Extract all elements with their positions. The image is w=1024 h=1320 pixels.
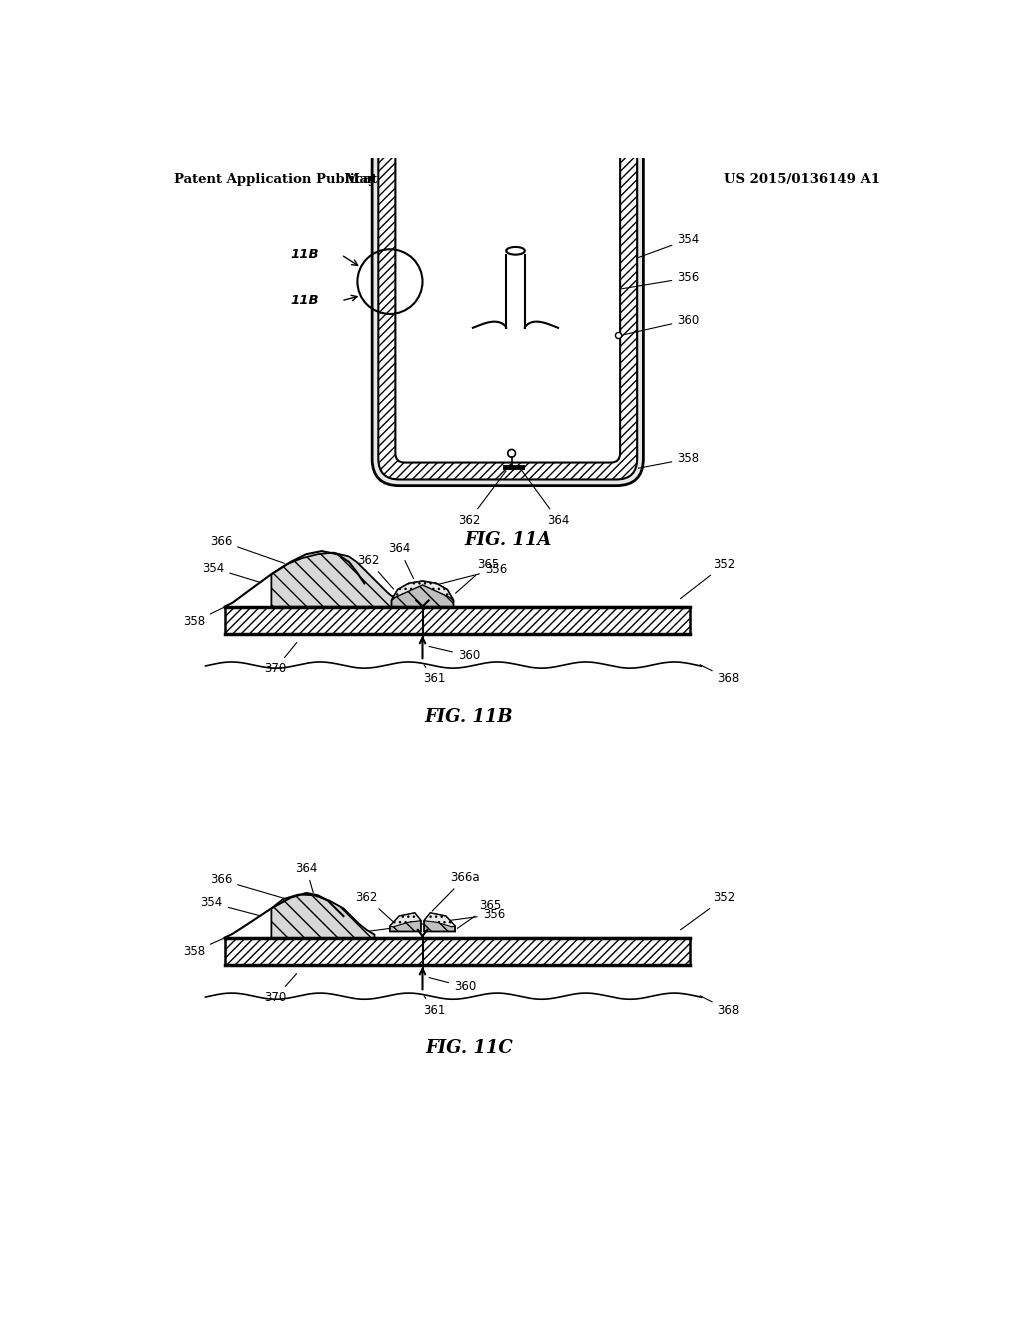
Text: 358: 358 (638, 453, 699, 469)
FancyBboxPatch shape (395, 147, 621, 462)
Text: Patent Application Publication: Patent Application Publication (174, 173, 401, 186)
Text: 11B: 11B (291, 248, 319, 261)
Text: 354: 354 (201, 896, 259, 915)
Polygon shape (271, 895, 375, 937)
Text: 365: 365 (456, 557, 500, 593)
Polygon shape (391, 581, 454, 607)
Polygon shape (424, 913, 455, 927)
Circle shape (615, 333, 622, 339)
Text: 366: 366 (210, 874, 285, 899)
Text: 352: 352 (680, 557, 736, 599)
Text: 370: 370 (264, 974, 297, 1005)
Text: 364: 364 (521, 470, 569, 527)
Text: 360: 360 (623, 314, 699, 335)
Text: 362: 362 (458, 471, 506, 527)
Text: 356: 356 (390, 564, 507, 597)
Text: FIG. 11C: FIG. 11C (425, 1039, 513, 1057)
Polygon shape (225, 607, 690, 635)
Text: 365: 365 (458, 899, 502, 928)
Polygon shape (390, 913, 421, 932)
Text: 370: 370 (264, 643, 297, 676)
Text: 366a: 366a (432, 871, 480, 911)
Text: 358: 358 (183, 937, 226, 958)
Text: 356: 356 (370, 908, 505, 931)
Text: 352: 352 (681, 891, 736, 929)
Text: 356: 356 (622, 271, 699, 289)
Text: FIG. 11B: FIG. 11B (425, 708, 513, 726)
FancyBboxPatch shape (372, 124, 643, 486)
Text: 362: 362 (355, 891, 393, 921)
Text: 362: 362 (357, 554, 393, 589)
Text: 366: 366 (210, 535, 285, 564)
Polygon shape (391, 581, 454, 601)
Text: 11B: 11B (291, 294, 319, 308)
FancyBboxPatch shape (378, 129, 637, 479)
Text: 354: 354 (638, 232, 699, 257)
Polygon shape (424, 913, 455, 932)
Text: 364: 364 (388, 543, 414, 578)
Text: 364: 364 (295, 862, 317, 892)
Polygon shape (271, 553, 395, 607)
Text: 368: 368 (700, 665, 739, 685)
Text: May 21, 2015  Sheet 10 of 11: May 21, 2015 Sheet 10 of 11 (345, 173, 561, 186)
Text: US 2015/0136149 A1: US 2015/0136149 A1 (724, 173, 881, 186)
Text: 361: 361 (423, 997, 445, 1016)
Text: 368: 368 (700, 995, 739, 1016)
Text: 360: 360 (429, 978, 476, 994)
Text: 360: 360 (429, 647, 480, 663)
Polygon shape (225, 937, 690, 965)
Circle shape (508, 450, 515, 457)
Text: FIG. 11A: FIG. 11A (464, 531, 552, 549)
Text: 361: 361 (423, 665, 445, 685)
Ellipse shape (506, 247, 524, 255)
Text: 358: 358 (183, 606, 226, 628)
Polygon shape (390, 913, 421, 927)
Text: 354: 354 (202, 561, 261, 582)
